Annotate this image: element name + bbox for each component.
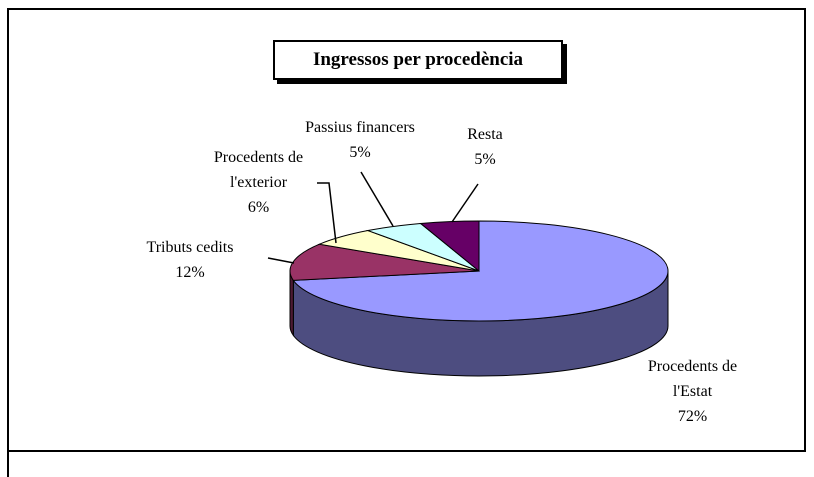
data-label: Procedents de l'exterior 6% bbox=[196, 145, 321, 220]
label-name: Passius financers bbox=[305, 119, 415, 136]
label-value: 5% bbox=[474, 151, 496, 168]
slice bbox=[419, 220, 480, 273]
slice bbox=[289, 243, 480, 281]
data-label: Passius financers 5% bbox=[280, 115, 440, 165]
leader-line bbox=[267, 257, 295, 264]
leader-lines bbox=[267, 171, 479, 264]
label-name: Procedents de l'Estat bbox=[647, 358, 738, 400]
label-name: Resta bbox=[467, 126, 503, 143]
label-value: 6% bbox=[247, 199, 270, 216]
slice bbox=[292, 220, 669, 322]
data-label: Procedents de l'Estat 72% bbox=[630, 354, 755, 429]
leader-line bbox=[451, 183, 479, 223]
slice-side bbox=[289, 270, 294, 337]
label-value: 5% bbox=[349, 144, 371, 161]
label-value: 72% bbox=[677, 408, 708, 425]
label-name: Tributs cedits bbox=[146, 239, 234, 256]
label-value: 12% bbox=[175, 264, 205, 281]
data-label: Resta 5% bbox=[445, 122, 525, 172]
frame bbox=[7, 8, 806, 477]
data-label: Tributs cedits 12% bbox=[125, 235, 255, 285]
chart-title: Ingressos per procedència bbox=[273, 40, 563, 80]
leader-line bbox=[317, 182, 337, 244]
leader-line bbox=[360, 171, 394, 227]
pie bbox=[289, 220, 669, 377]
label-name: Procedents de l'exterior bbox=[213, 149, 304, 191]
